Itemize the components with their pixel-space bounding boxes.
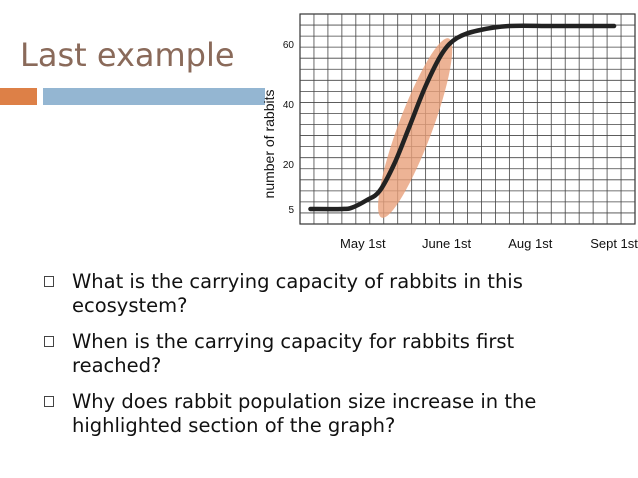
rabbit-population-chart: 5 20 40 60 May 1st June 1st Aug 1st Sept 1st nu… [255,8,638,260]
y-axis-label: number of rabbits [261,90,277,199]
square-bullet-icon [44,396,54,407]
highlighted-growth-region [378,38,453,218]
x-tick-label: June 1st [422,236,472,251]
list-item: When is the carrying capacity for rabbit… [42,330,602,378]
list-item: Why does rabbit population size increase… [42,390,602,438]
question-text: When is the carrying capacity for rabbit… [72,330,515,377]
y-tick-label: 40 [283,100,295,111]
question-text: What is the carrying capacity of rabbits… [72,270,523,317]
y-tick-label: 20 [283,160,295,171]
title-accent-blue-bar [43,88,265,105]
chart-grid [299,13,636,225]
chart-highlight-layer [378,38,453,218]
slide-title: Last example [20,36,235,74]
x-tick-label: Sept 1st [590,236,638,251]
square-bullet-icon [44,276,54,287]
rabbit-population-line [308,23,617,212]
y-tick-label: 60 [283,40,295,51]
x-tick-label: Aug 1st [508,236,552,251]
list-item: What is the carrying capacity of rabbits… [42,270,602,318]
question-list: What is the carrying capacity of rabbits… [42,270,602,450]
title-accent-orange-bar [0,88,37,105]
square-bullet-icon [44,336,54,347]
chart-svg: 5 20 40 60 May 1st June 1st Aug 1st Sept 1st nu… [261,13,638,251]
chart-series-layer [308,23,617,212]
chart-tick-layer: 5 20 40 60 May 1st June 1st Aug 1st Sept 1st [283,40,638,251]
x-tick-label: May 1st [340,236,386,251]
question-text: Why does rabbit population size increase… [72,390,537,437]
y-tick-label: 5 [288,205,294,216]
